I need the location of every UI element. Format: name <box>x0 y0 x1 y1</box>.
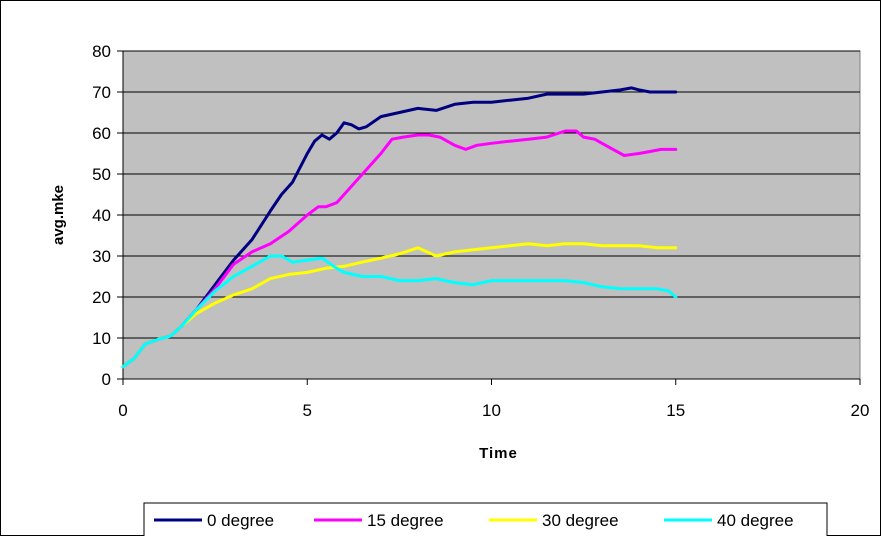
x-tick-label: 20 <box>851 401 870 420</box>
series-line <box>121 86 678 369</box>
axes: 0 10 20 30 40 50 60 70 80 0 5 10 15 20 <box>92 42 869 420</box>
x-tick-label: 5 <box>303 401 312 420</box>
legend-label: 15 degree <box>367 511 444 530</box>
y-tick-label: 20 <box>92 288 111 307</box>
y-tick-label: 70 <box>92 83 111 102</box>
y-tick-label: 10 <box>92 329 111 348</box>
series-line <box>121 254 678 369</box>
legend-label: 40 degree <box>717 511 794 530</box>
x-axis-title: Time <box>479 445 518 462</box>
x-tick-label: 0 <box>118 401 127 420</box>
y-tick-label: 0 <box>102 370 111 389</box>
y-tick-label: 40 <box>92 206 111 225</box>
legend: 0 degree 15 degree 30 degree 40 degree <box>143 502 828 538</box>
y-tick-label: 50 <box>92 165 111 184</box>
gridlines <box>123 50 860 339</box>
series-lines <box>121 86 678 369</box>
y-tick-label: 80 <box>92 42 111 61</box>
x-tick-label: 15 <box>666 401 685 420</box>
y-tick-label: 30 <box>92 247 111 266</box>
y-axis-title: avg.mke <box>50 185 67 245</box>
y-tick-label: 60 <box>92 124 111 143</box>
legend-label: 0 degree <box>207 511 274 530</box>
legend-label: 30 degree <box>542 511 619 530</box>
x-tick-label: 10 <box>482 401 501 420</box>
